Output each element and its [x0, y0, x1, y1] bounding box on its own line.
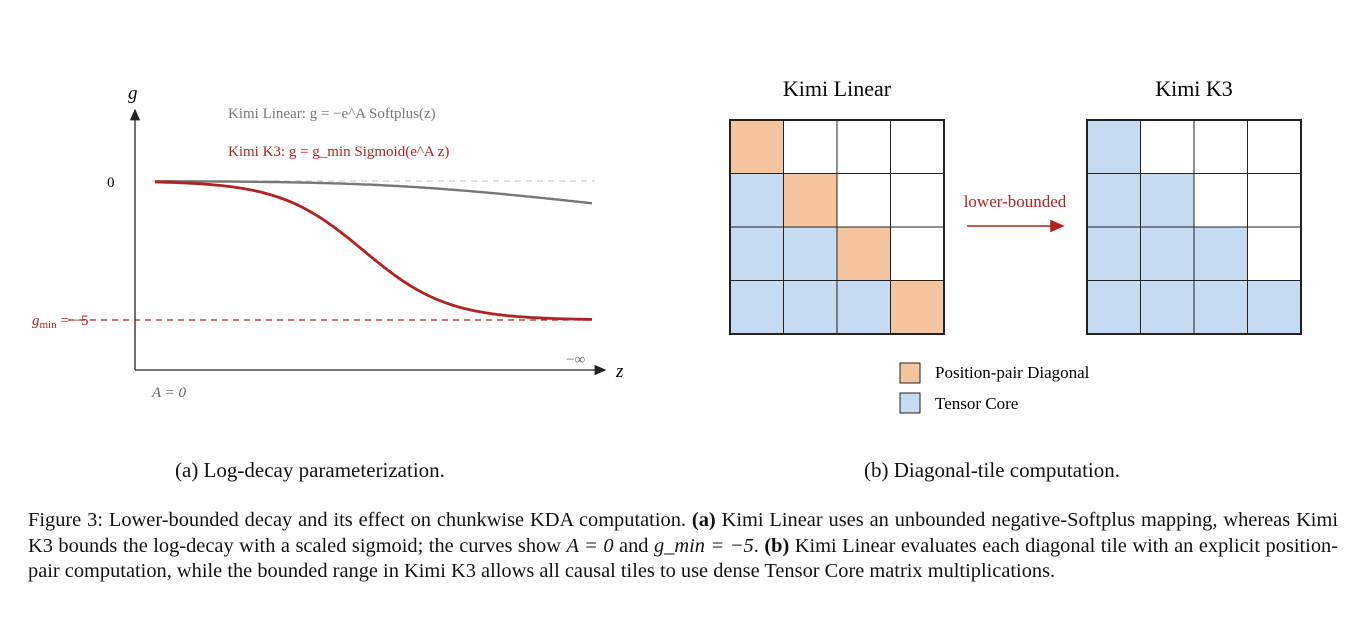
a-zero-label: A = 0 — [151, 385, 187, 401]
tile-white — [890, 119, 945, 174]
tile-white — [1247, 226, 1302, 281]
figure-caption: Figure 3: Lower-bounded decay and its ef… — [28, 508, 1338, 585]
tile-blue — [729, 226, 784, 281]
tile-blue — [783, 280, 838, 335]
zero-tick-label: 0 — [107, 175, 115, 191]
left-grid-title: Kimi Linear — [783, 76, 892, 101]
caption-math-gmin: g_min = −5 — [654, 534, 754, 557]
caption-b-tag: (b) — [764, 534, 790, 557]
caption-prefix: Figure 3: Lower-bounded decay and its ef… — [28, 509, 692, 531]
y-axis-label: g — [128, 83, 138, 104]
legend-swatch-orange — [899, 362, 921, 384]
series-kimi-linear — [155, 180, 593, 205]
legend-kimi-k3: Kimi K3: g = g_min Sigmoid(e^A z) — [228, 144, 449, 160]
legend-kimi-linear: Kimi Linear: g = −e^A Softplus(z) — [228, 106, 436, 122]
legend-label-orange: Position-pair Diagonal — [935, 363, 1090, 382]
caption-a-tag: (a) — [691, 509, 716, 531]
panel-b-diagram: Kimi Linear Kimi K3 lower-bounded Positi… — [729, 76, 1302, 414]
tile-white — [1140, 119, 1195, 174]
tile-white — [836, 173, 891, 228]
tile-blue — [1086, 280, 1141, 335]
series-kimi-k3 — [155, 180, 592, 321]
tile-blue — [729, 280, 784, 335]
caption-b: (b) Diagonal-tile computation. — [864, 458, 1121, 482]
tile-orange — [729, 119, 784, 174]
figure-canvas: g z 0 gmin = −5 −∞ A = 0 Kimi Linear: g … — [32, 76, 1302, 414]
tile-blue — [1140, 173, 1195, 228]
neg-inf-label: −∞ — [566, 352, 585, 368]
panel-a-plot: g z 0 gmin = −5 −∞ A = 0 Kimi Linear: g … — [32, 83, 624, 401]
tile-orange — [836, 226, 891, 281]
gmin-label: gmin = −5 — [32, 313, 89, 331]
left-grid — [729, 119, 945, 335]
tile-blue — [1193, 280, 1248, 335]
x-axis-label: z — [615, 361, 624, 382]
legend-swatch-blue — [899, 392, 921, 414]
tile-orange — [890, 280, 945, 335]
caption-a-end: . — [753, 534, 765, 557]
legend-label-blue: Tensor Core — [935, 394, 1018, 413]
grid-border — [1086, 119, 1302, 335]
tile-blue — [1086, 173, 1141, 228]
tile-blue — [1086, 119, 1141, 174]
tile-blue — [1086, 226, 1141, 281]
tile-orange — [783, 173, 838, 228]
caption-math-a: A = 0 — [566, 534, 614, 557]
tile-white — [890, 226, 945, 281]
tile-white — [1193, 173, 1248, 228]
tile-white — [1247, 119, 1302, 174]
tile-white — [836, 119, 891, 174]
tile-blue — [1140, 226, 1195, 281]
tile-white — [890, 173, 945, 228]
tile-white — [783, 119, 838, 174]
tile-blue — [783, 226, 838, 281]
tile-blue — [729, 173, 784, 228]
caption-b-text: Kimi Linear evaluates each diagonal tile… — [28, 534, 1339, 583]
caption-a-mid: and — [613, 534, 654, 557]
caption-a: (a) Log-decay parameterization. — [175, 458, 445, 482]
tile-blue — [1140, 280, 1195, 335]
caption-a-text: Kimi Linear uses an unbounded negative-S… — [28, 509, 1338, 557]
grid-border — [729, 119, 945, 335]
tile-blue — [1247, 280, 1302, 335]
tile-blue — [836, 280, 891, 335]
tile-blue — [1193, 226, 1248, 281]
tile-white — [1247, 173, 1302, 228]
tile-white — [1193, 119, 1248, 174]
right-grid — [1086, 119, 1302, 335]
right-grid-title: Kimi K3 — [1155, 76, 1233, 101]
arrow-label: lower-bounded — [964, 192, 1067, 211]
